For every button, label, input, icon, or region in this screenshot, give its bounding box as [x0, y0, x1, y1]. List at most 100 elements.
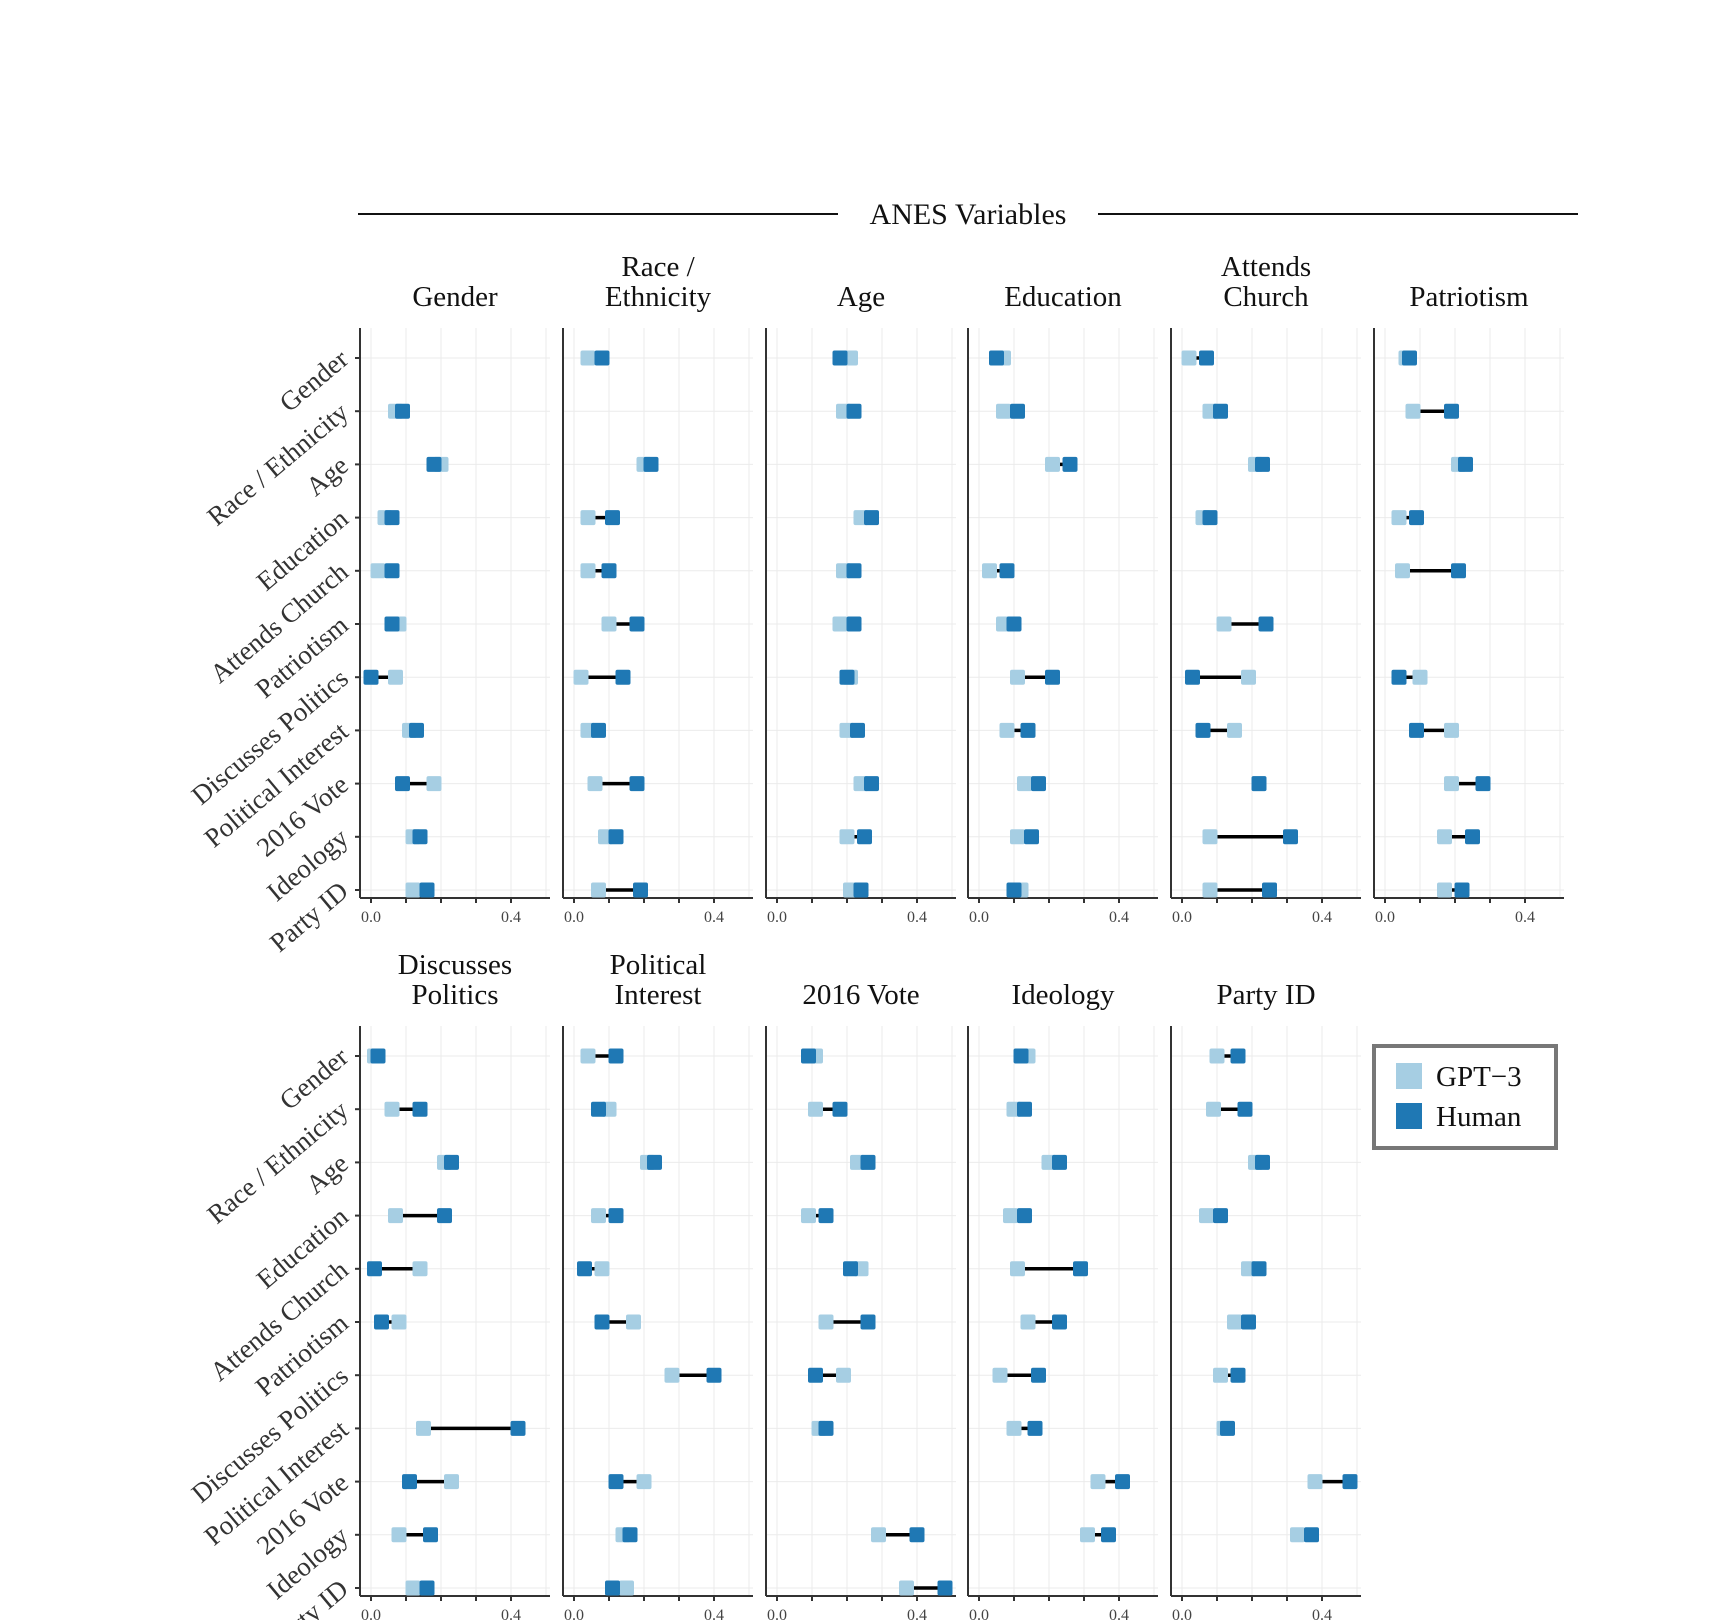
human-point [384, 616, 400, 632]
x-tick-label: 0.0 [1172, 1607, 1192, 1620]
human-point [412, 1101, 428, 1117]
gpt3-point [1020, 1314, 1036, 1330]
human-point [647, 1154, 662, 1170]
human-point [1062, 456, 1078, 472]
gpt3-point [1202, 829, 1218, 845]
gpt3-point [391, 1314, 407, 1330]
human-point [1304, 1527, 1319, 1543]
human-point [605, 1580, 620, 1596]
gpt3-point [405, 1580, 421, 1596]
human-point [989, 350, 1004, 366]
gpt3-point [1010, 1261, 1025, 1277]
gpt3-point [871, 1527, 886, 1543]
legend: GPT−3 Human [1372, 1044, 1558, 1150]
human-point [423, 1527, 438, 1543]
gpt3-point [808, 1101, 823, 1117]
x-tick-label: 0.4 [501, 1607, 521, 1620]
facet-title-line: Gender [412, 281, 498, 313]
x-tick-label: 0.4 [1515, 909, 1535, 926]
x-tick-label: 0.0 [564, 1607, 584, 1620]
legend-swatch-human [1396, 1103, 1422, 1129]
human-point [629, 776, 645, 792]
human-point [706, 1367, 722, 1383]
gpt3-point [999, 722, 1015, 738]
human-point [643, 456, 659, 472]
human-point [384, 510, 400, 526]
human-point [1475, 776, 1491, 792]
human-point [860, 1314, 876, 1330]
human-point [843, 1261, 858, 1277]
human-point [1017, 1101, 1032, 1117]
x-tick-label: 0.4 [907, 909, 927, 926]
human-point [1409, 510, 1424, 526]
human-point [591, 722, 606, 738]
human-point [818, 1420, 834, 1436]
human-point [1101, 1527, 1116, 1543]
x-tick-label: 0.4 [1109, 909, 1129, 926]
human-point [846, 563, 862, 579]
facet-title-line: Education [1004, 281, 1122, 313]
human-point [1283, 829, 1298, 845]
human-point [1202, 510, 1218, 526]
human-point [1199, 350, 1214, 366]
facet-title-line: Ideology [1011, 979, 1115, 1011]
gpt3-point [1290, 1527, 1305, 1543]
human-point [1185, 669, 1200, 685]
human-point [577, 1261, 592, 1277]
human-point [1230, 1048, 1246, 1064]
human-point [1251, 1261, 1267, 1277]
gpt3-point [416, 1420, 431, 1436]
gpt3-point [587, 776, 603, 792]
human-point [363, 669, 379, 685]
gpt3-point [626, 1314, 641, 1330]
human-point [1017, 1208, 1032, 1224]
facet-age: Age 0.0 0.4 [765, 281, 956, 926]
legend-label-gpt3: GPT−3 [1436, 1061, 1522, 1093]
facet-education: Education 0.0 0.4 [967, 281, 1158, 926]
gpt3-point [1227, 1314, 1242, 1330]
gpt3-point [1437, 829, 1452, 845]
x-tick-label: 0.0 [767, 1607, 787, 1620]
human-point [909, 1527, 925, 1543]
gpt3-point [1199, 1208, 1214, 1224]
human-point [1045, 669, 1060, 685]
human-point [1073, 1261, 1088, 1277]
human-point [1220, 1420, 1235, 1436]
human-point [860, 1154, 876, 1170]
human-point [1465, 829, 1480, 845]
gpt3-point [1444, 722, 1459, 738]
human-point [444, 1154, 459, 1170]
x-tick-label: 0.4 [1312, 1607, 1332, 1620]
human-point [999, 563, 1015, 579]
gpt3-point [601, 616, 617, 632]
gpt3-point [412, 1261, 428, 1277]
gpt3-point [1181, 350, 1197, 366]
x-tick-label: 0.4 [907, 1607, 927, 1620]
gpt3-point [619, 1580, 634, 1596]
human-point [370, 1048, 386, 1064]
x-tick-label: 0.4 [1312, 909, 1332, 926]
x-tick-label: 0.0 [1172, 909, 1192, 926]
gpt3-point [1307, 1474, 1323, 1490]
human-point [832, 350, 848, 366]
human-point [1006, 882, 1022, 898]
human-point [1458, 456, 1473, 472]
human-point [395, 776, 410, 792]
human-point [395, 403, 410, 419]
gpt3-point [405, 882, 421, 898]
gpt3-point [391, 1527, 407, 1543]
gpt3-point [836, 1367, 851, 1383]
gpt3-point [573, 669, 589, 685]
human-point [367, 1261, 382, 1277]
human-point [608, 1208, 624, 1224]
gpt3-point [1010, 669, 1025, 685]
human-point [1255, 456, 1270, 472]
x-tick-label: 0.0 [767, 909, 787, 926]
facet-title-line: Ethnicity [605, 281, 712, 313]
gpt3-point [801, 1208, 816, 1224]
gpt3-point [580, 563, 596, 579]
